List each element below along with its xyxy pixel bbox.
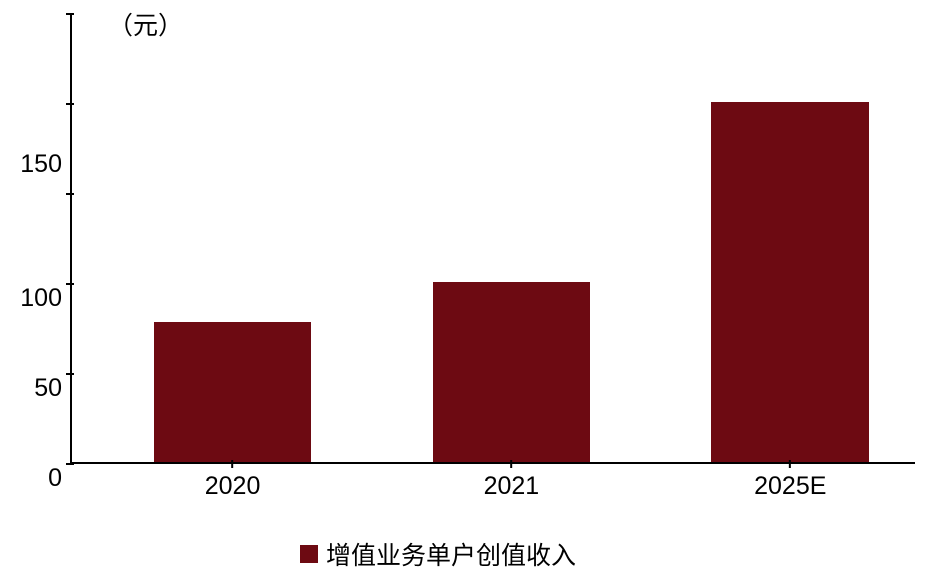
x-tick-label: 2025E: [754, 462, 826, 501]
legend: 增值业务单户创值收入: [300, 536, 576, 572]
bar: [433, 282, 591, 462]
bar: [154, 322, 312, 462]
legend-swatch: [300, 545, 318, 563]
legend-label: 增值业务单户创值收入: [326, 536, 576, 572]
x-tick-label: 2020: [205, 462, 261, 501]
plot-area: 050100150200250202020212025E: [70, 14, 915, 464]
y-tick-label: 250: [20, 0, 72, 238]
y-axis-unit-label: （元）: [108, 6, 183, 42]
bar-chart: 050100150200250202020212025E （元） 增值业务单户创…: [0, 0, 935, 583]
bar: [711, 102, 869, 462]
x-tick-label: 2021: [484, 462, 540, 501]
